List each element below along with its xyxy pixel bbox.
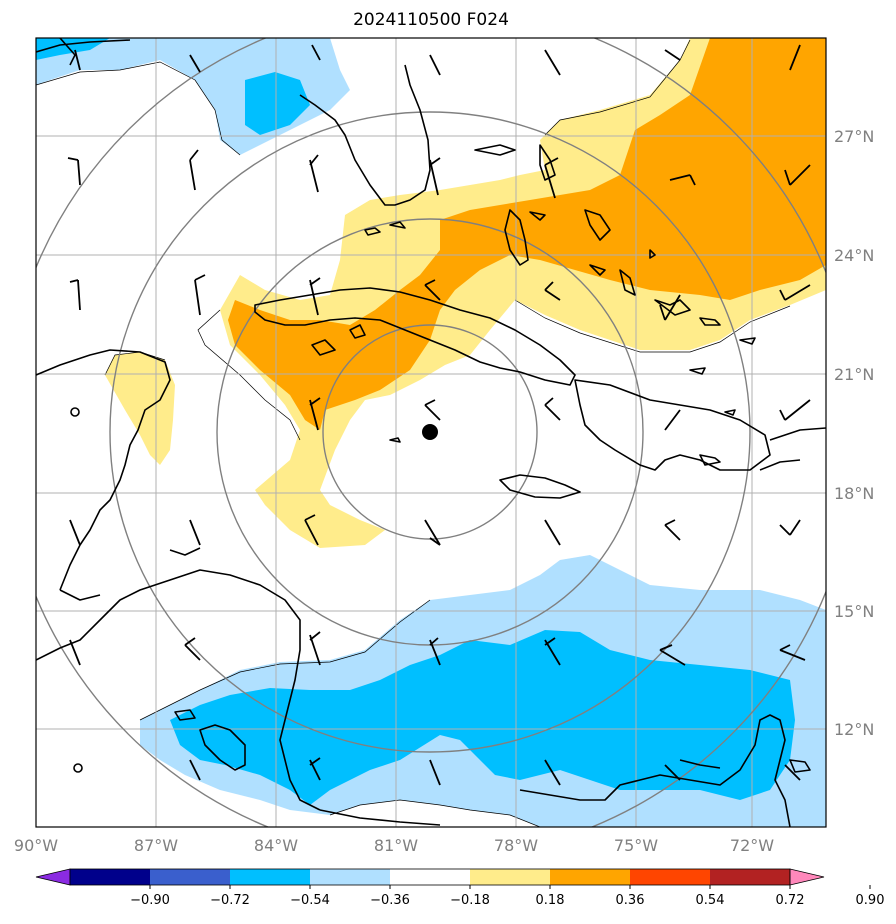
- colorbar-segment: [470, 869, 550, 885]
- colorbar-segment: [390, 869, 470, 885]
- map-panel: [36, 38, 826, 827]
- anomaly-fill-deep-blue: [36, 38, 110, 60]
- map-frame: [35, 37, 827, 828]
- contour-lines: [36, 39, 791, 827]
- lat-label: 24°N: [834, 246, 874, 265]
- colorbar-frame: [69, 868, 791, 886]
- colorbar-tick-label: 0.18: [536, 893, 565, 908]
- colorbar-segment: [230, 869, 310, 885]
- lat-label: 18°N: [834, 484, 874, 503]
- lon-label: 75°W: [614, 836, 658, 855]
- colorbar-tick-label: 0.54: [696, 893, 725, 908]
- lat-label: 21°N: [834, 365, 874, 384]
- colorbar-extend-low: [35, 868, 71, 886]
- lon-label: 72°W: [730, 836, 774, 855]
- lon-label: 84°W: [254, 836, 298, 855]
- lat-label: 12°N: [834, 720, 874, 739]
- lon-label: 81°W: [374, 836, 418, 855]
- colorbar-tick-label: 0.36: [616, 893, 645, 908]
- lat-label: 15°N: [834, 602, 874, 621]
- colorbar-segment: [710, 869, 790, 885]
- lon-label: 87°W: [134, 836, 178, 855]
- wind-barbs: [67, 44, 811, 786]
- colorbar: −0.90 −0.72 −0.54 −0.36 −0.18 0.18 0.36 0.54 0.7…: [35, 868, 885, 908]
- colorbar-tick-label: −0.18: [450, 893, 490, 908]
- colorbar-tick-label: 0.72: [776, 893, 805, 908]
- lat-label: 27°N: [834, 127, 874, 146]
- colorbar-tick-label: −0.72: [210, 893, 250, 908]
- colorbar-segment: [150, 869, 230, 885]
- colorbar-tick-label: −0.36: [370, 893, 410, 908]
- longitude-labels: 90°W 87°W 84°W 81°W 78°W 75°W 72°W: [14, 836, 774, 855]
- colorbar-segment: [630, 869, 710, 885]
- lon-label: 78°W: [494, 836, 538, 855]
- colorbar-tick-label: −0.90: [130, 893, 170, 908]
- colorbar-tick-label: −0.54: [290, 893, 330, 908]
- colorbar-extend-high: [789, 868, 825, 886]
- colorbar-tick-label: 0.90: [856, 893, 885, 908]
- latitude-labels: 27°N 24°N 21°N 18°N 15°N 12°N: [834, 127, 874, 739]
- anomaly-fill-deep-blue: [245, 72, 310, 135]
- colorbar-segment: [70, 869, 150, 885]
- lon-label: 90°W: [14, 836, 58, 855]
- anomaly-fill-light-yellow: [105, 352, 175, 465]
- graticule: [36, 38, 826, 827]
- colorbar-segment: [550, 869, 630, 885]
- storm-center-marker: [422, 424, 438, 440]
- map-title: 2024110500 F024: [353, 10, 509, 30]
- colorbar-segment: [310, 869, 390, 885]
- coastlines: [36, 38, 826, 827]
